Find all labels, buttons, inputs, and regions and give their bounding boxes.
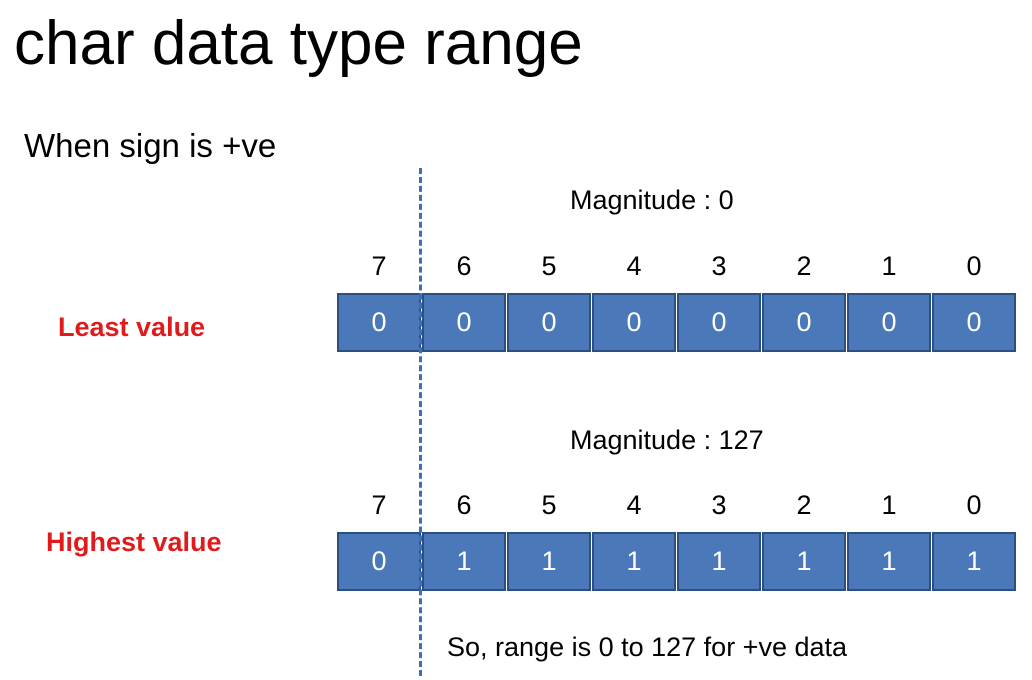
bit-position-label: 6	[456, 251, 472, 281]
bit-position-label: 1	[881, 251, 897, 281]
bit-position-label: 5	[541, 251, 557, 281]
bit-cell: 0	[507, 293, 591, 352]
range-note: So, range is 0 to 127 for +ve data	[447, 632, 848, 662]
bit-cell: 1	[422, 532, 506, 591]
bit-position-label: 4	[626, 490, 642, 520]
bit-position-label: 4	[626, 251, 642, 281]
bit-cell: 1	[932, 532, 1016, 591]
bit-position-label: 0	[966, 490, 982, 520]
magnitude-label: Magnitude : 0	[570, 185, 734, 215]
bit-position-label: 7	[371, 251, 387, 281]
row-label: Least value	[58, 312, 206, 342]
sign-bit-cell: 0	[337, 532, 421, 591]
bit-position-label: 7	[371, 490, 387, 520]
bit-position-label: 6	[456, 490, 472, 520]
bit-cell: 0	[762, 293, 846, 352]
bit-cell: 1	[762, 532, 846, 591]
bit-position-label: 3	[711, 251, 727, 281]
bit-cell: 0	[932, 293, 1016, 352]
bit-cell: 0	[677, 293, 761, 352]
magnitude-label: Magnitude : 127	[570, 425, 764, 455]
bit-position-label: 2	[796, 251, 812, 281]
sign-bit-cell: 0	[337, 293, 421, 352]
bit-cell: 0	[847, 293, 931, 352]
row-label: Highest value	[46, 527, 222, 557]
bit-position-label: 2	[796, 490, 812, 520]
bit-position-label: 3	[711, 490, 727, 520]
bit-cell: 1	[507, 532, 591, 591]
bit-position-label: 1	[881, 490, 897, 520]
bit-cell: 1	[847, 532, 931, 591]
bit-cell: 1	[677, 532, 761, 591]
bit-cell: 1	[592, 532, 676, 591]
bit-position-label: 5	[541, 490, 557, 520]
bit-cell: 0	[592, 293, 676, 352]
bit-position-label: 0	[966, 251, 982, 281]
slide-title: char data type range	[14, 9, 583, 78]
slide-subtitle: When sign is +ve	[24, 127, 277, 164]
bit-cell: 0	[422, 293, 506, 352]
sign-bit-divider	[419, 168, 422, 676]
